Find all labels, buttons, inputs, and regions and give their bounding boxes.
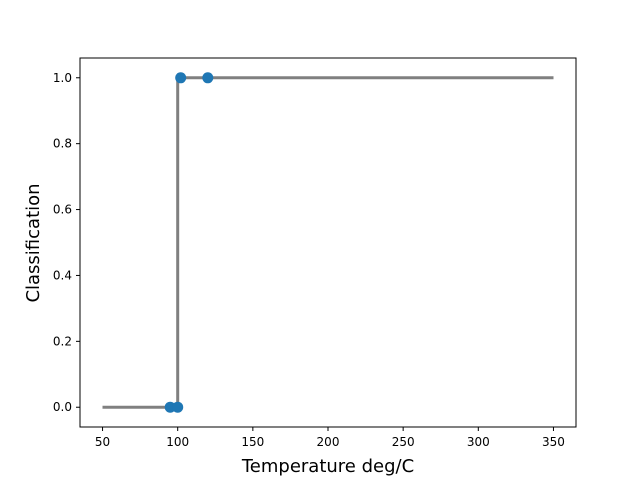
x-tick-label: 150 (241, 435, 264, 449)
y-tick-label: 0.4 (53, 268, 72, 282)
data-point (175, 72, 187, 84)
y-tick-label: 0.6 (53, 203, 72, 217)
series-line-0 (102, 76, 554, 409)
x-ticks: 50 100 150 200 250 300 350 (95, 427, 565, 449)
y-tick-label: 1.0 (53, 71, 72, 85)
y-tick-label: 0.0 (53, 400, 72, 414)
data-point (172, 401, 184, 413)
data-layer (102, 72, 554, 413)
x-tick-label: 300 (467, 435, 490, 449)
data-point (202, 72, 214, 84)
x-tick-label: 200 (317, 435, 340, 449)
y-tick-label: 0.2 (53, 334, 72, 348)
y-tick-label: 0.8 (53, 137, 72, 151)
x-axis-title: Temperature deg/C (241, 456, 414, 477)
x-tick-label: 50 (95, 435, 110, 449)
y-axis-title: Classification (23, 183, 44, 302)
x-tick-label: 350 (542, 435, 565, 449)
y-ticks: 0.0 0.2 0.4 0.6 0.8 1.0 (53, 71, 80, 414)
plot-area (80, 58, 576, 427)
x-tick-label: 250 (392, 435, 415, 449)
x-tick-label: 100 (166, 435, 189, 449)
